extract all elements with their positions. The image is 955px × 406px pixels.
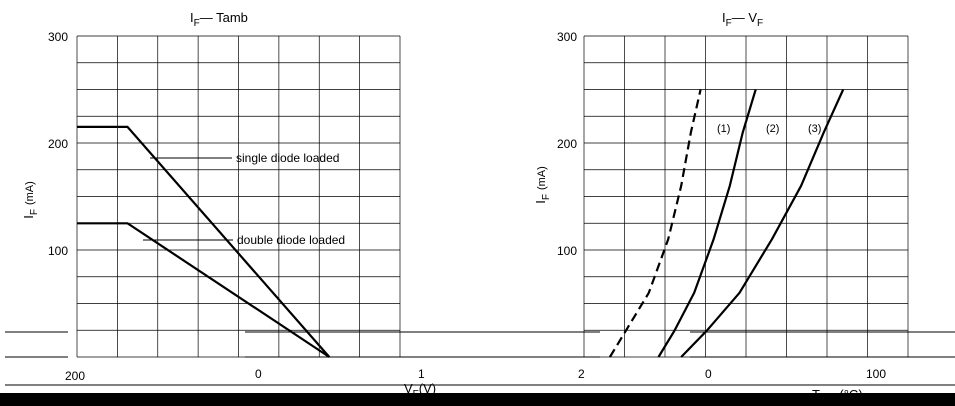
right-chart-title: IF— VF: [722, 10, 763, 29]
series-line-3: [680, 89, 845, 358]
svg-text:IF(mA): IF(mA): [533, 166, 552, 204]
bottom-axis-area: [0, 331, 955, 406]
bottom-tick-0-left: 0: [255, 367, 262, 381]
bottom-label-vf: VF(V): [404, 381, 436, 400]
y-tick-label: 100: [48, 244, 68, 258]
left-chart-title: IF— Tamb: [190, 10, 248, 29]
bottom-tick-200: 200: [65, 369, 85, 383]
y-tick-label: 300: [48, 30, 68, 44]
right-chart-grid: [583, 35, 909, 358]
series-line-2: [77, 222, 330, 358]
left-y-axis-label: IF(mA): [21, 181, 40, 219]
svg-text:IF(mA): IF(mA): [21, 181, 40, 219]
bottom-tick-0-right: 0: [705, 367, 712, 381]
series-line-2: [657, 89, 757, 358]
y-tick-label: 100: [557, 244, 577, 258]
bottom-label-tamb: Tamb(°C): [812, 387, 863, 405]
bottom-tick-1: 1: [418, 367, 425, 381]
curve-label-2: (2): [766, 123, 779, 135]
curve-label-3: (3): [808, 123, 821, 135]
right-y-tick-labels: 100 200 300: [557, 30, 577, 258]
single-diode-label: single diode loaded: [236, 151, 339, 165]
bottom-tick-2: 2: [578, 367, 585, 381]
left-y-tick-labels: 100 200 300: [48, 30, 68, 258]
y-tick-label: 300: [557, 30, 577, 44]
y-tick-label: 200: [557, 137, 577, 151]
right-chart-series: [608, 89, 845, 358]
right-y-axis-label: IF(mA): [533, 166, 552, 204]
double-diode-label: double diode loaded: [237, 233, 345, 247]
series-line-1: [77, 125, 331, 358]
left-chart-series: [77, 125, 331, 358]
left-chart-grid: [76, 35, 401, 358]
series-line-1: [608, 89, 702, 358]
bottom-tick-100: 100: [866, 367, 886, 381]
curve-label-1: (1): [717, 123, 730, 135]
y-tick-label: 200: [48, 137, 68, 151]
